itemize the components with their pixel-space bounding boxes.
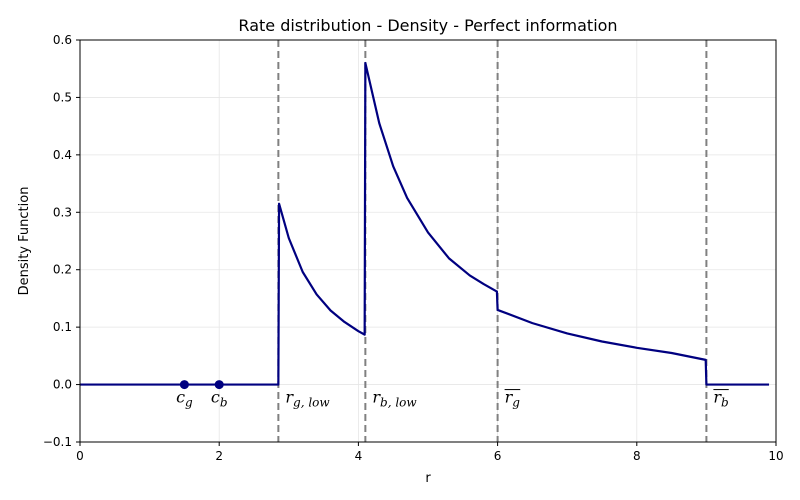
x-tick-label: 4: [355, 449, 363, 463]
y-tick-label: 0.6: [53, 33, 72, 47]
series-layer: [80, 61, 770, 386]
y-tick-label: −0.1: [43, 435, 72, 449]
data-point: [214, 380, 224, 390]
x-tick-label: 6: [494, 449, 502, 463]
x-axis-ticks: 0 2 4 6 8 10: [76, 442, 784, 463]
plot-frame: [79, 39, 777, 443]
annotation-label: rg, low: [285, 388, 330, 410]
y-axis-label: Density Function: [17, 187, 32, 296]
annotation-label: rb, low: [372, 388, 417, 410]
annotation-label: rg: [505, 388, 521, 410]
points-layer: [179, 380, 224, 390]
data-point: [179, 380, 189, 390]
annotation-label: cb: [211, 388, 228, 410]
density-line: [80, 61, 770, 386]
y-tick-label: 0.5: [53, 90, 72, 104]
y-axis-ticks: −0.1 0.0 0.1 0.2 0.3 0.4 0.5 0.6: [43, 33, 80, 449]
x-tick-label: 0: [76, 449, 84, 463]
annotation-label: rb: [713, 388, 728, 410]
y-tick-label: 0.1: [53, 320, 72, 334]
x-axis-label: r: [425, 471, 431, 486]
x-tick-label: 8: [633, 449, 641, 463]
y-tick-label: 0.2: [53, 263, 72, 277]
x-tick-label: 10: [768, 449, 783, 463]
reference-lines: [277, 40, 708, 442]
annotation-label: cg: [176, 388, 193, 410]
x-tick-label: 2: [215, 449, 223, 463]
annotations-layer: cg cb rg, low rb, low rg rb: [176, 388, 729, 410]
chart-title: Rate distribution - Density - Perfect in…: [238, 16, 617, 35]
y-tick-label: 0.0: [53, 378, 72, 392]
y-tick-label: 0.4: [53, 148, 72, 162]
y-tick-label: 0.3: [53, 205, 72, 219]
